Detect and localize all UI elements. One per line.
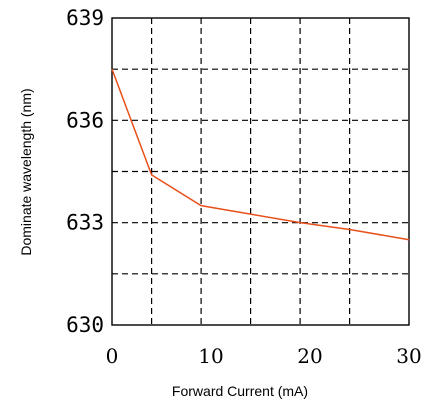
series-layer [111,68,410,241]
y-tick-label: 639 [66,6,104,30]
x-tick-labels: 0 10 20 30 [106,344,422,368]
y-axis-label: Dominate wavelength (nm) [18,88,34,255]
x-tick-label: 0 [106,344,119,368]
y-tick-labels: 630 633 636 639 [66,6,104,337]
x-tick-label: 20 [297,344,322,368]
gridlines [112,18,409,325]
y-tick-label: 636 [66,108,104,132]
series-line [111,68,410,241]
y-tick-label: 630 [66,313,104,337]
x-tick-label: 30 [396,344,421,368]
x-tick-label: 10 [198,344,223,368]
y-tick-label: 633 [66,211,104,235]
plot-frame [111,17,410,326]
x-axis-label: Forward Current (mA) [172,383,308,399]
